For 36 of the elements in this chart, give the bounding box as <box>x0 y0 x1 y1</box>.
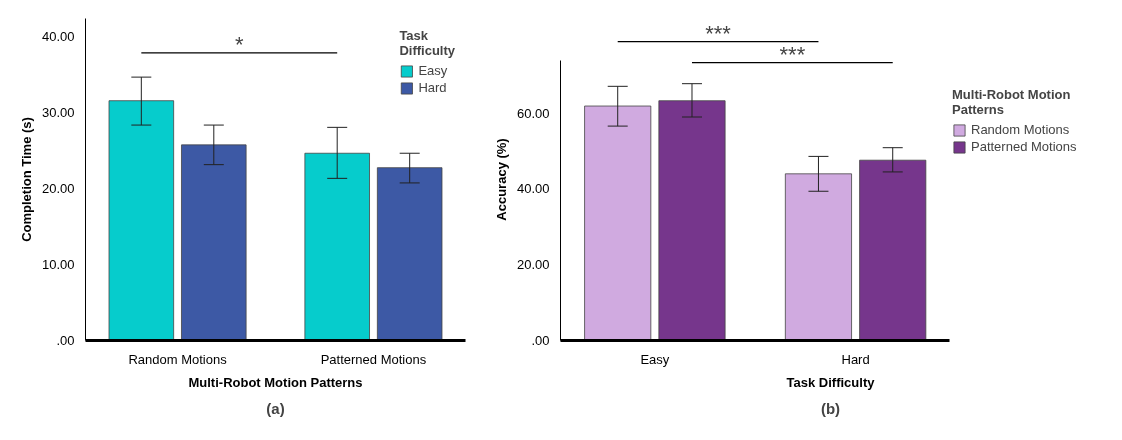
legend-label: Easy <box>418 63 448 78</box>
legend-title: Task Difficulty <box>399 28 455 58</box>
y-axis-title: Completion Time (s) <box>18 117 34 242</box>
text: *** <box>705 20 732 46</box>
bar <box>784 173 852 341</box>
bar <box>658 100 726 341</box>
y-tick-label: 20.00 <box>41 180 75 196</box>
y-axis-title: Accuracy (%) <box>493 138 509 221</box>
bar <box>304 152 370 341</box>
bar <box>108 100 175 341</box>
y-tick-label: .00 <box>531 333 550 348</box>
y-tick-label: .00 <box>56 333 75 348</box>
legend-label: Hard <box>418 80 447 95</box>
y-tick-label: 30.00 <box>41 104 75 120</box>
x-axis-title: Task Difficulty <box>786 374 876 390</box>
legend-label: Random Motions <box>971 122 1070 137</box>
y-tick-label: 20.00 <box>516 257 550 273</box>
x-axis-title: Multi-Robot Motion Patterns <box>188 374 363 390</box>
annotation: * <box>234 31 244 57</box>
y-tick-label: 40.00 <box>41 28 75 44</box>
x-tick-label: Random Motions <box>128 351 228 367</box>
annotation: *** <box>779 41 806 67</box>
bar <box>376 167 443 341</box>
x-tick-label: Patterned Motions <box>320 351 427 367</box>
legend-label: Patterned Motions <box>971 139 1077 154</box>
text: (a) <box>266 399 285 417</box>
text: (b) <box>820 399 841 417</box>
bar <box>181 144 247 341</box>
y-tick-label: 40.00 <box>516 181 550 197</box>
legend-title: Multi-Robot Motion Patterns <box>952 87 1072 117</box>
bar <box>859 159 927 341</box>
y-tick-label: 10.00 <box>41 256 75 272</box>
bar <box>584 105 652 341</box>
x-tick-label: Hard <box>841 351 870 367</box>
x-tick-label: Easy <box>640 351 670 367</box>
y-tick-label: 60.00 <box>516 105 550 121</box>
